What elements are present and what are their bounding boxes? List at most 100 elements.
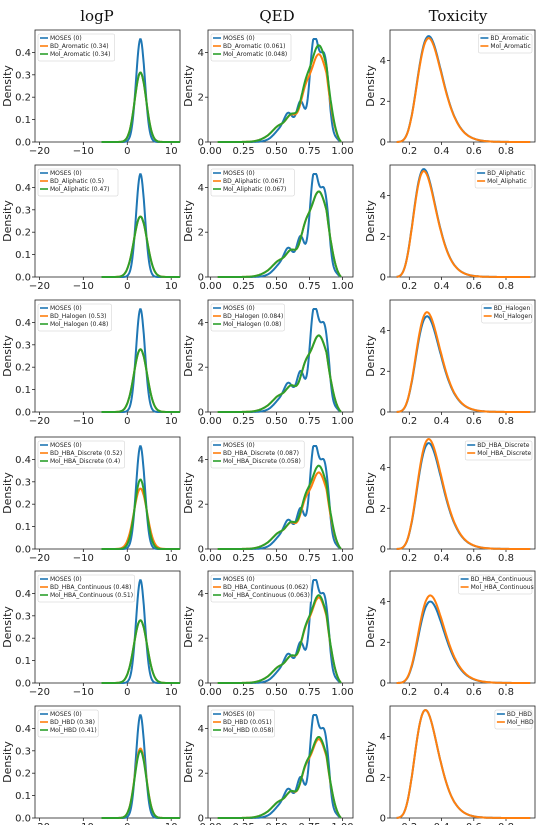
x-tick-label: 0.8: [498, 416, 514, 427]
legend-entry: MOSES (0): [50, 35, 82, 42]
y-axis-label: Density: [182, 335, 195, 377]
y-tick-label: 2: [198, 500, 204, 511]
x-tick-label: 0.6: [466, 822, 482, 825]
x-tick-label: 0.00: [200, 822, 222, 825]
x-tick-label: 0.4: [434, 822, 450, 825]
y-axis-label: Density: [364, 741, 377, 783]
x-tick-label: 0.25: [232, 822, 254, 825]
x-tick-label: 0.25: [232, 281, 254, 292]
series-line-bd: [101, 71, 180, 143]
y-tick-label: 2: [198, 228, 204, 239]
x-tick-label: 1.00: [331, 416, 353, 427]
x-tick-label: −20: [29, 281, 50, 292]
x-tick-label: 1.00: [331, 146, 353, 157]
legend-entry: Mol_Aliphatic (0.47): [50, 186, 110, 193]
y-tick-label: 0.2: [15, 500, 31, 511]
x-tick-label: 10: [165, 281, 178, 292]
legend-box: [210, 168, 295, 197]
x-tick-label: −10: [73, 281, 94, 292]
x-tick-label: 0.6: [466, 416, 482, 427]
legend-entry: Mol_HBD: [507, 719, 534, 726]
x-tick-label: 10: [165, 416, 178, 427]
y-tick-label: 4: [198, 183, 204, 194]
legend-entry: BD_Halogen (0.53): [50, 313, 107, 320]
series-line-bd: [217, 334, 342, 413]
legend-entry: BD_Halogen: [494, 305, 531, 312]
y-tick-label: 2: [380, 97, 386, 108]
x-tick-label: 0.2: [401, 416, 417, 427]
y-axis-label: Density: [1, 472, 14, 514]
legend-box: [37, 440, 125, 469]
legend-entry: Mol_HBA_Continuous (0.51): [50, 592, 133, 599]
y-axis-label: Density: [182, 606, 195, 648]
legend-entry: BD_HBD (0.051): [223, 719, 272, 726]
y-tick-label: 2: [198, 363, 204, 374]
legend-entry: Mol_HBD (0.41): [50, 727, 97, 734]
y-tick-label: 4: [380, 463, 386, 474]
col-title-qed: QED: [259, 7, 294, 25]
x-tick-label: 0.75: [298, 553, 320, 564]
y-tick-label: 0: [198, 679, 204, 690]
x-tick-label: 0.75: [298, 146, 320, 157]
plot-frame: [207, 29, 354, 143]
series-line-bd: [396, 37, 531, 143]
x-tick-label: −20: [29, 687, 50, 698]
legend-box: [210, 709, 275, 738]
y-tick-label: 4: [198, 589, 204, 600]
x-tick-label: 0: [124, 822, 130, 825]
series-line-bd: [396, 709, 531, 819]
y-tick-label: 2: [198, 93, 204, 104]
y-tick-label: 4: [198, 724, 204, 735]
y-axis-label: Density: [364, 472, 377, 514]
x-tick-label: −10: [73, 822, 94, 825]
legend-entry: Mol_HBD (0.058): [223, 727, 274, 734]
x-tick-label: 0.8: [498, 146, 514, 157]
y-tick-label: 0: [380, 814, 386, 825]
plot-frame: [207, 436, 354, 550]
legend-box: [210, 303, 285, 332]
x-tick-label: 0.00: [200, 553, 222, 564]
series-line-mol: [217, 736, 342, 819]
y-tick-label: 0.3: [15, 205, 31, 216]
legend-entry: Mol_Aliphatic (0.067): [223, 186, 286, 193]
plot-frame: [389, 436, 536, 550]
legend-entry: BD_HBA_Continuous: [471, 576, 532, 583]
legend-entry: Mol_HBA_Continuous (0.063): [223, 592, 310, 599]
x-tick-label: 0.75: [298, 687, 320, 698]
x-tick-label: 0.4: [434, 553, 450, 564]
series-line-bd: [101, 215, 180, 278]
series-line-bd: [396, 437, 531, 550]
y-axis-label: Density: [1, 606, 14, 648]
x-tick-label: 10: [165, 146, 178, 157]
legend-box: [458, 574, 533, 595]
plot-frame: [389, 705, 536, 819]
series-line-bd: [396, 170, 531, 278]
x-tick-label: 0.50: [265, 146, 287, 157]
y-axis-label: Density: [1, 65, 14, 107]
legend-entry: Mol_Aromatic (0.34): [50, 51, 110, 58]
series-line-mol: [217, 464, 342, 550]
y-tick-label: 0: [198, 814, 204, 825]
legend-box: [210, 33, 292, 62]
y-tick-label: 0.1: [15, 250, 31, 261]
x-tick-label: 0.50: [265, 822, 287, 825]
legend-entry: MOSES (0): [223, 442, 255, 449]
x-tick-label: 0.25: [232, 146, 254, 157]
y-tick-label: 0: [380, 408, 386, 419]
y-tick-label: 4: [198, 455, 204, 466]
col-title-logp: logP: [80, 7, 114, 25]
legend-entry: Mol_Halogen (0.48): [50, 321, 108, 328]
y-tick-label: 0.2: [15, 634, 31, 645]
x-tick-label: 0.00: [200, 687, 222, 698]
series-line-mol: [101, 749, 180, 819]
x-tick-label: 0.2: [401, 687, 417, 698]
y-tick-label: 0.1: [15, 522, 31, 533]
legend-entry: BD_Aliphatic (0.067): [223, 178, 285, 185]
legend-entry: BD_Aromatic: [490, 35, 529, 42]
